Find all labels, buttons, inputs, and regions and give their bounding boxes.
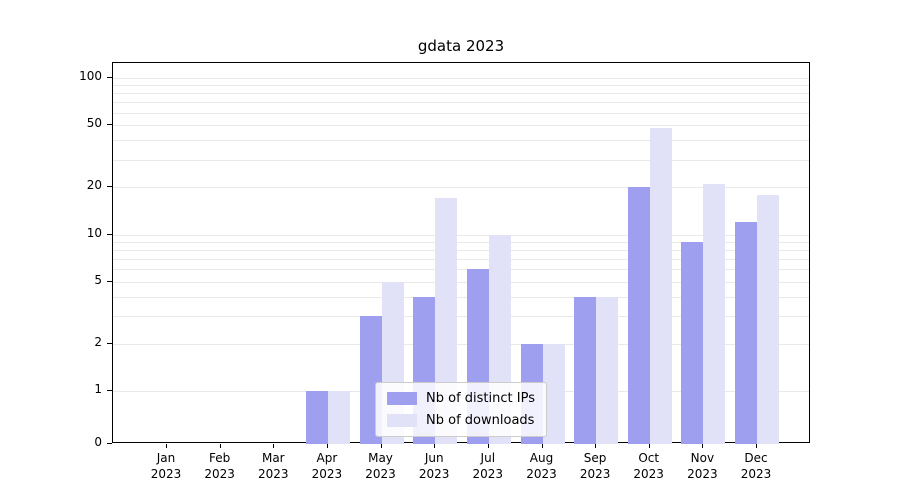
x-tick [756,444,757,448]
gridline [113,316,809,318]
bar-distinct-ips-nov-2023 [681,241,704,444]
y-tick-label: 20 [86,178,102,193]
gridline [113,296,809,298]
y-tick [107,233,112,235]
x-tick-label: Apr 2023 [311,451,343,481]
x-tick-label: Oct 2023 [633,451,664,481]
bar-distinct-ips-oct-2023 [627,187,650,444]
bar-distinct-ips-apr-2023 [305,391,328,444]
x-tick-label: Mar 2023 [258,451,289,481]
x-tick [273,444,275,448]
gridline [113,269,809,271]
x-tick-label: Jun 2023 [418,451,450,481]
gridline [113,102,809,104]
chart-title: gdata 2023 [417,37,505,55]
x-tick [648,444,650,448]
x-tick-label: Jan 2023 [150,451,182,481]
legend-label-downloads: Nb of downloads [426,413,535,428]
y-tick-label: 5 [94,272,102,287]
y-tick-label: 0 [94,435,102,449]
gridline [113,234,809,236]
x-tick [219,444,221,448]
y-tick-label: 2 [94,334,102,349]
gridline [113,125,809,127]
x-tick [595,444,597,448]
x-tick [541,444,543,448]
gridline [113,159,809,161]
legend-label-distinct-ips: Nb of distinct IPs [426,391,535,406]
gridline [113,78,809,79]
x-tick [380,444,382,448]
legend-swatch-distinct-ips [387,392,418,405]
x-tick [487,444,489,448]
bar-downloads-nov-2023 [703,184,726,444]
plot-area: Nb of distinct IPs Nb of downloads [112,62,810,444]
gridline [113,249,809,251]
x-tick-label: Jul 2023 [472,451,504,481]
legend: Nb of distinct IPs Nb of downloads [375,382,547,437]
y-tick [107,124,112,126]
y-tick-label: 10 [86,225,102,240]
y-tick [107,186,112,188]
x-tick [434,444,436,448]
gridline [113,85,809,87]
legend-item-downloads: Nb of downloads [387,413,535,428]
x-tick [166,444,167,448]
x-tick-label: Sep 2023 [579,451,611,481]
gridline [113,112,809,114]
bar-downloads-dec-2023 [757,194,779,444]
gridline [113,93,809,95]
x-tick-label: May 2023 [365,451,396,481]
y-tick [107,77,112,78]
gridline [113,241,809,243]
bar-downloads-aug-2023 [542,343,565,444]
bar-downloads-oct-2023 [649,127,672,444]
legend-item-distinct-ips: Nb of distinct IPs [387,391,535,406]
y-tick [107,342,112,344]
gridline [113,343,809,345]
y-tick-label: 1 [94,382,102,396]
gridline [113,258,809,260]
bar-downloads-apr-2023 [327,391,350,444]
bar-downloads-sep-2023 [596,296,619,444]
x-tick [702,444,704,448]
x-tick-label: Dec 2023 [740,451,772,481]
y-tick [107,390,112,391]
bar-distinct-ips-sep-2023 [574,296,597,444]
x-tick-label: Aug 2023 [526,451,557,481]
x-tick-label: Feb 2023 [204,451,235,481]
x-tick [326,444,328,448]
bar-distinct-ips-dec-2023 [735,222,757,444]
x-tick-label: Nov 2023 [687,451,718,481]
y-tick [107,280,112,282]
y-tick-label: 100 [79,69,102,83]
gridline [113,187,809,189]
y-tick-label: 50 [86,116,102,131]
y-tick [107,443,112,444]
legend-swatch-downloads [387,414,418,427]
gridline [113,281,809,283]
gridline [113,140,809,142]
